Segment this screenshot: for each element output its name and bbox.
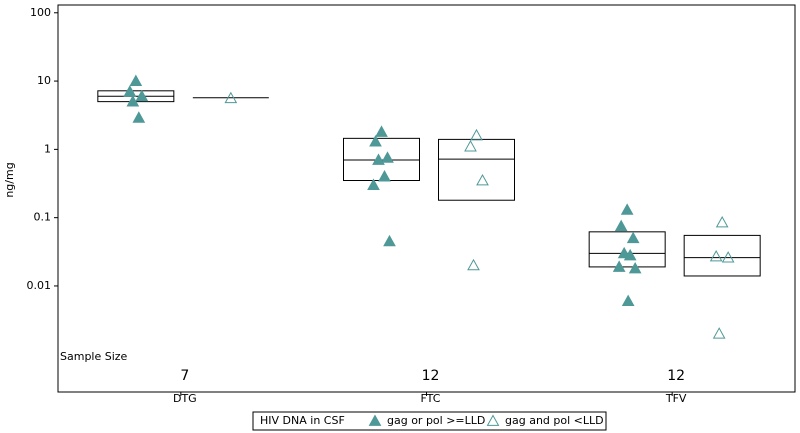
- point: [476, 173, 489, 186]
- point: [621, 294, 635, 307]
- point: [126, 95, 140, 107]
- point: [614, 219, 628, 232]
- legend-label: gag or pol >=LLD: [387, 414, 485, 427]
- point: [367, 178, 380, 190]
- point: [715, 215, 729, 228]
- point: [467, 258, 480, 271]
- point: [129, 74, 143, 86]
- point: [712, 327, 726, 339]
- point: [626, 231, 640, 244]
- x-tick-label: FTC: [421, 392, 441, 405]
- point: [721, 251, 735, 263]
- point: [464, 140, 477, 152]
- point: [123, 85, 137, 97]
- x-tick-label: DTG: [173, 392, 197, 405]
- point: [623, 248, 637, 261]
- sample-size: 7: [180, 368, 189, 384]
- point: [709, 249, 723, 262]
- legend-title: HIV DNA in CSF: [260, 414, 345, 427]
- y-tick-label: 100: [30, 6, 51, 19]
- y-tick-label: 1: [44, 142, 51, 155]
- legend-label: gag and pol <LLD: [505, 414, 604, 427]
- point: [375, 125, 388, 137]
- point: [369, 135, 382, 147]
- point: [372, 153, 385, 165]
- box: [438, 138, 515, 201]
- point: [224, 91, 238, 104]
- sample-size-label: Sample Size: [60, 350, 128, 363]
- y-tick-label: 0.01: [27, 279, 52, 292]
- sample-size: 12: [667, 368, 685, 384]
- y-tick-label: 10: [37, 74, 51, 87]
- point: [378, 170, 391, 182]
- x-tick-label: TFV: [665, 392, 687, 405]
- point: [628, 261, 642, 274]
- point: [612, 260, 626, 272]
- legend-marker: [486, 414, 500, 426]
- y-axis-label: ng/mg: [3, 162, 16, 197]
- point: [381, 151, 394, 163]
- plot-frame: [57, 4, 796, 393]
- point: [620, 203, 634, 215]
- sample-size: 12: [422, 368, 440, 384]
- legend-marker: [368, 414, 382, 426]
- point: [132, 111, 146, 123]
- point: [135, 89, 149, 102]
- point: [383, 234, 396, 247]
- y-tick-label: 0.1: [34, 211, 52, 224]
- box: [588, 231, 666, 268]
- point: [470, 128, 483, 141]
- box: [683, 234, 761, 277]
- legend-frame: [252, 411, 607, 431]
